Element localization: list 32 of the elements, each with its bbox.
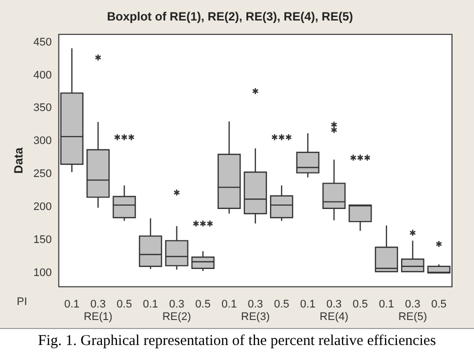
caption: Fig. 1. Graphical representation of the percent relative efficiencies — [0, 328, 474, 354]
x-tick-label: 0.1 — [378, 298, 394, 310]
y-tick-label: 450 — [33, 36, 52, 48]
text: RE(2) — [162, 310, 192, 323]
text: RE(1) — [84, 310, 112, 323]
x-tick-label: 0.1 — [300, 298, 316, 310]
x-tick-label: 0.3 — [90, 298, 106, 310]
x-tick-label: 0.3 — [169, 298, 184, 310]
text: PI — [16, 296, 28, 308]
x-tick-label: 0.5 — [274, 298, 290, 310]
text: RE(5) — [398, 310, 428, 323]
y-tick-label: 350 — [33, 102, 52, 114]
x-tick-label: 0.5 — [431, 298, 447, 310]
y-tick-label: 100 — [33, 266, 52, 279]
x-tick-label: 0.3 — [326, 298, 342, 310]
x-tick-label: 0.5 — [195, 298, 211, 310]
y-tick-label: 250 — [33, 168, 52, 180]
x-tick-label: 0.1 — [222, 298, 237, 310]
chart-title: Boxplot of RE(1), RE(2), RE(3), RE(4), RE(5) — [106, 10, 354, 24]
y-tick-label: 200 — [33, 201, 52, 214]
text: RE(4) — [320, 310, 348, 323]
x-tick-label: 0.3 — [248, 298, 264, 310]
x-tick-label: 0.1 — [142, 298, 158, 310]
x-tick-label: 0.1 — [64, 298, 80, 310]
x-tick-label: 0.5 — [116, 298, 132, 310]
text: RE(3) — [241, 310, 270, 323]
y-tick-label: 400 — [33, 69, 52, 82]
x-tick-label: 0.3 — [405, 298, 420, 310]
y-axis-title: Data — [12, 147, 26, 174]
y-tick-label: 150 — [33, 234, 52, 246]
y-tick-label: 300 — [33, 135, 52, 148]
x-tick-label: 0.5 — [352, 298, 368, 310]
